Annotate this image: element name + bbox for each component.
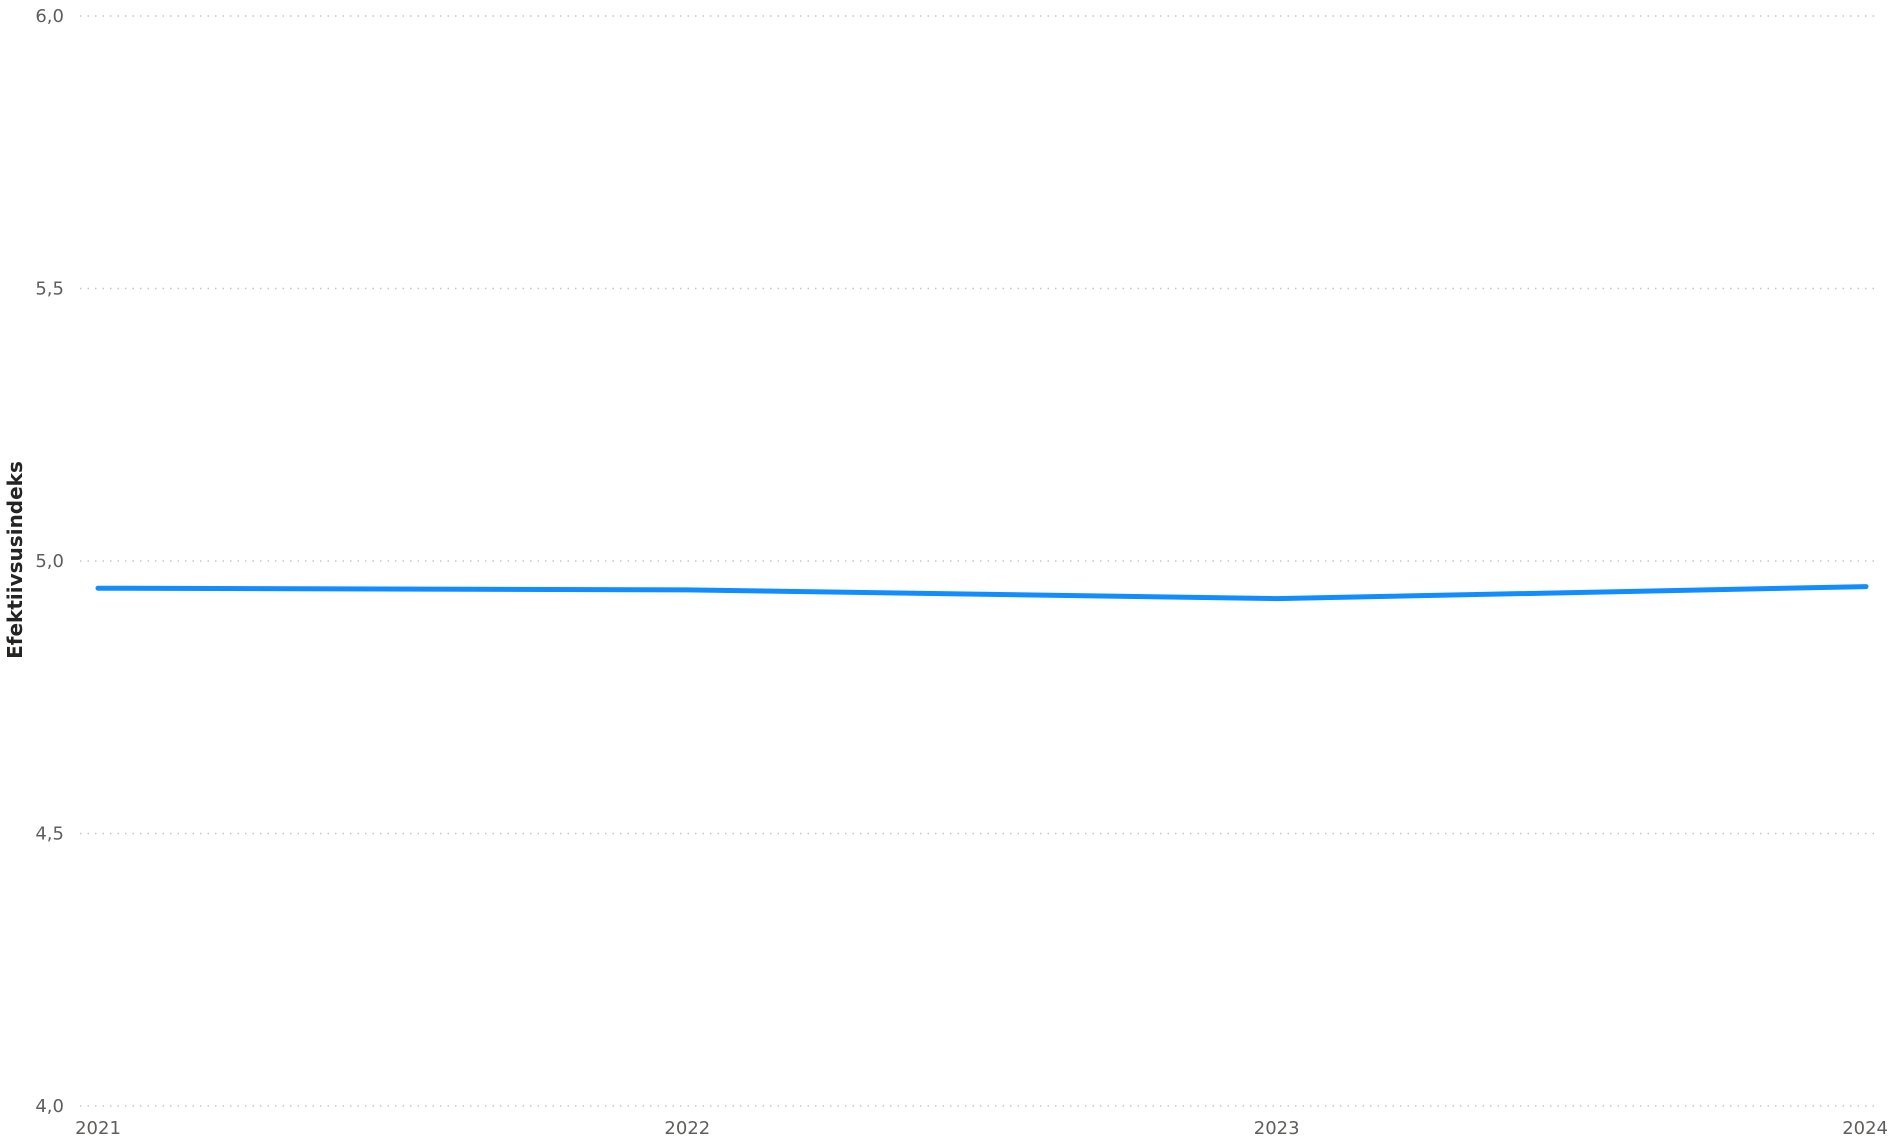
x-tick-label: 2024 <box>1842 1118 1888 1139</box>
y-tick-label: 5,5 <box>35 279 64 300</box>
x-tick-label: 2022 <box>664 1118 710 1139</box>
data-point[interactable] <box>92 582 104 594</box>
y-tick-label: 4,5 <box>35 824 64 845</box>
y-tick-label: 6,0 <box>35 6 64 27</box>
y-tick-label: 5,0 <box>35 551 64 572</box>
x-tick-label: 2023 <box>1254 1118 1300 1139</box>
x-tick-label: 2021 <box>75 1118 121 1139</box>
x-axis-ticks: 2021 2022 2023 2024 <box>75 1118 1888 1139</box>
data-point[interactable] <box>681 584 693 596</box>
y-axis-ticks: 4,0 4,5 5,0 5,5 6,0 <box>35 6 64 1117</box>
gridlines <box>80 15 1876 1107</box>
data-point[interactable] <box>1860 581 1872 593</box>
series-line[interactable] <box>95 584 1869 602</box>
y-tick-label: 4,0 <box>35 1096 64 1117</box>
data-point[interactable] <box>1271 593 1283 605</box>
series-layer <box>92 581 1872 605</box>
y-axis-title: Efektiivsusindeks <box>3 461 27 659</box>
